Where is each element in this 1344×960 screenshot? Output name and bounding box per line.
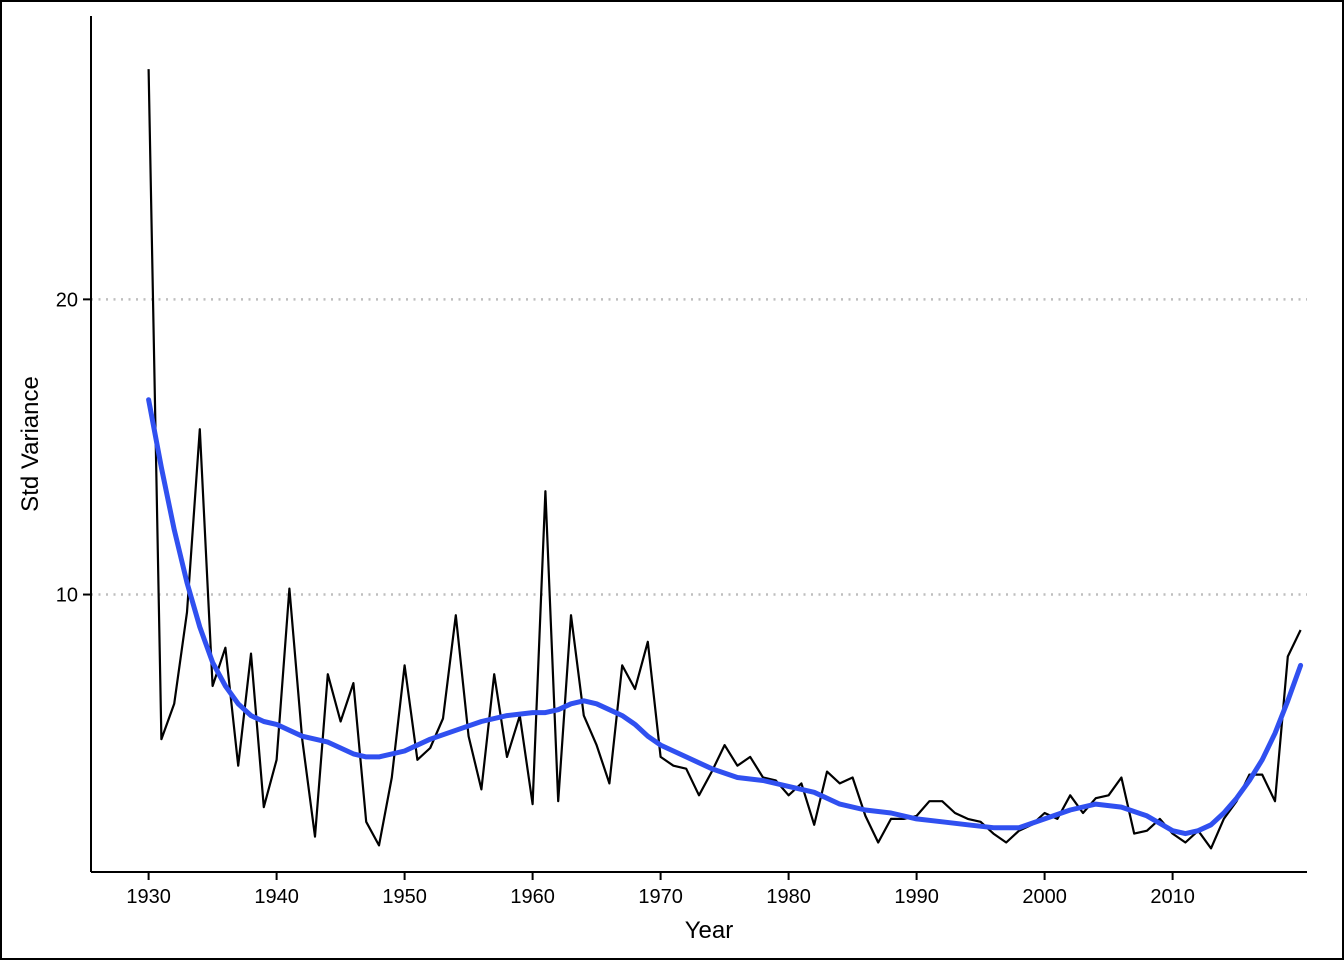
tick-group: 10 20 1930 1940 1950 1960 1970 1980 1990 2000 2010 xyxy=(56,289,1195,908)
x-tick-label-1970: 1970 xyxy=(638,886,683,908)
x-tick-label-1960: 1960 xyxy=(510,886,555,908)
x-tick-label-2000: 2000 xyxy=(1022,886,1067,908)
y-tick-label-10: 10 xyxy=(56,585,78,607)
series-group xyxy=(146,69,1304,850)
x-tick-label-1980: 1980 xyxy=(766,886,811,908)
smoothed-trend-line xyxy=(146,397,1304,837)
observed-series-line xyxy=(147,69,1302,850)
x-tick-label-2010: 2010 xyxy=(1150,886,1195,908)
grid-lines xyxy=(91,298,1307,596)
x-axis-title: Year xyxy=(685,917,734,944)
x-tick-label-1950: 1950 xyxy=(382,886,427,908)
y-axis-title: Std Variance xyxy=(17,376,44,512)
y-tick-label-20: 20 xyxy=(56,289,78,311)
x-tick-label-1930: 1930 xyxy=(126,886,171,908)
x-tick-label-1940: 1940 xyxy=(254,886,299,908)
axes xyxy=(90,16,1307,873)
x-tick-label-1990: 1990 xyxy=(894,886,939,908)
